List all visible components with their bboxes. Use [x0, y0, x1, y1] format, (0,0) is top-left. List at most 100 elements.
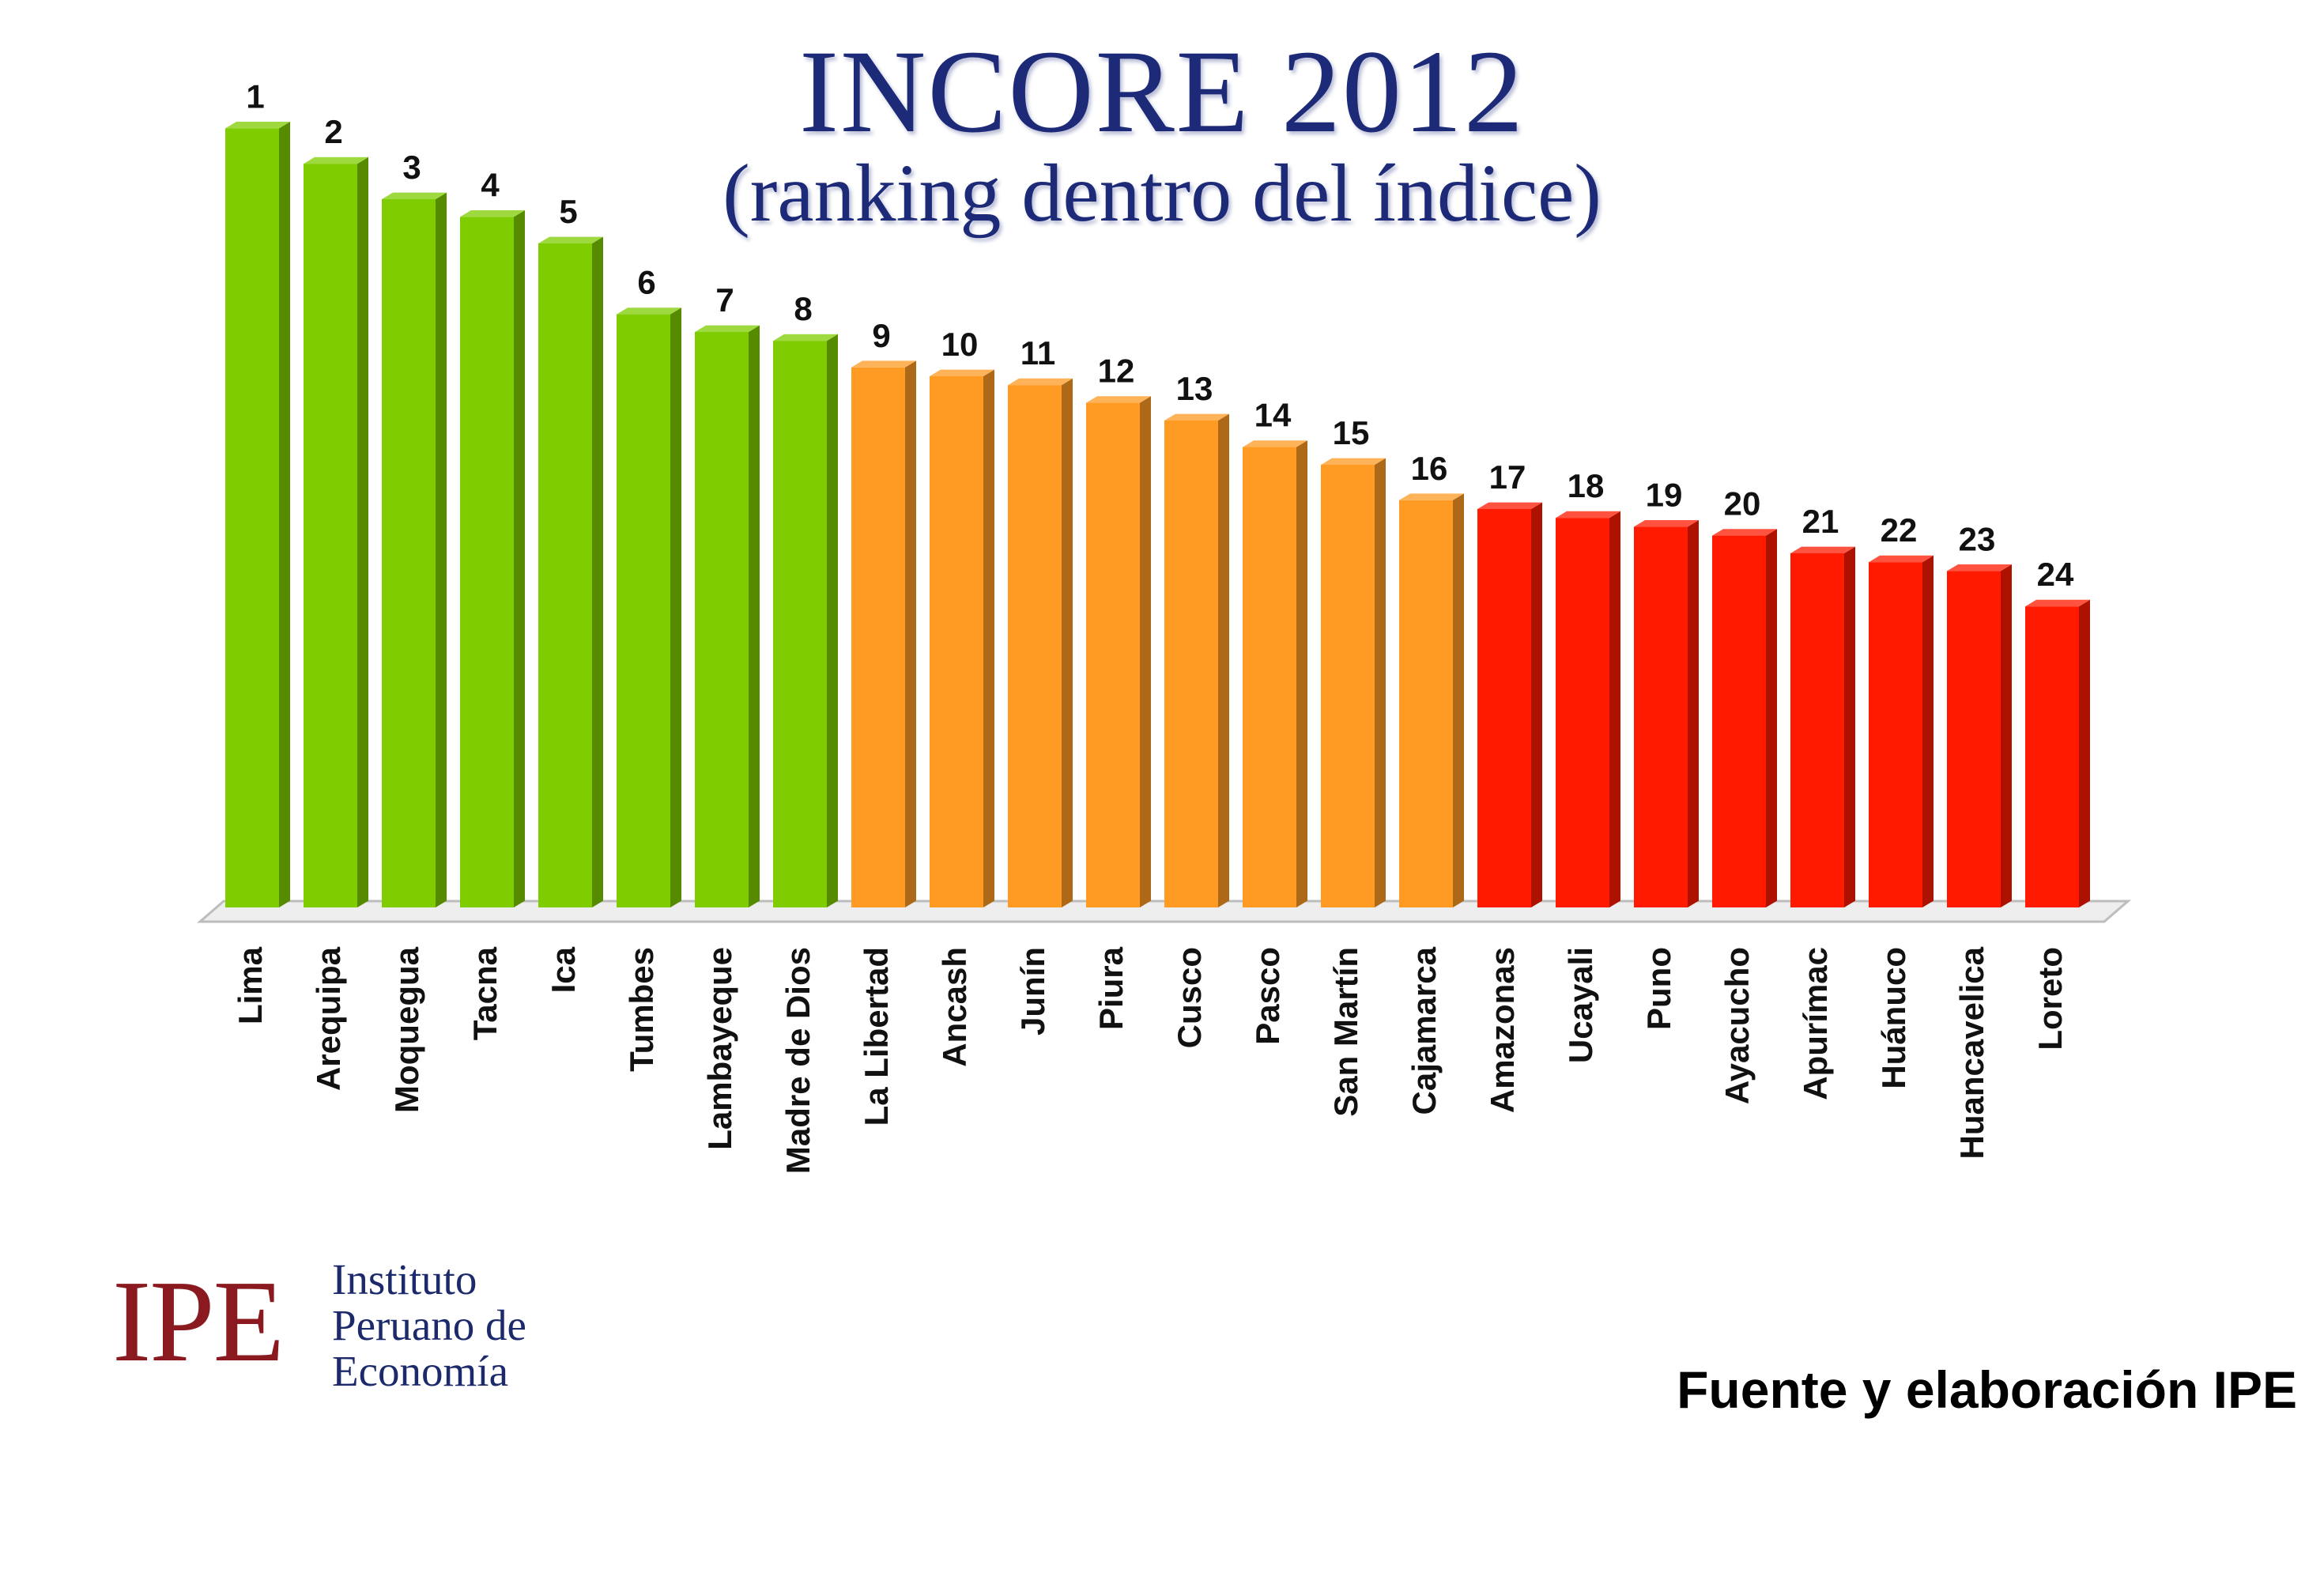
x-tick-label: Cusco	[1171, 947, 1208, 1048]
bar	[1477, 502, 1542, 907]
bar	[1399, 493, 1464, 907]
bar-top	[1634, 520, 1699, 527]
x-tick-label: Piura	[1092, 946, 1130, 1030]
bar-top	[304, 157, 368, 164]
bar-side	[1844, 546, 1855, 907]
x-tick-label: Puno	[1640, 947, 1677, 1030]
bar	[460, 210, 525, 907]
rank-label: 24	[2037, 556, 2074, 593]
bar-top	[1790, 546, 1855, 553]
bar-front	[304, 164, 357, 907]
bar-top	[460, 210, 525, 217]
bar	[382, 192, 447, 908]
bar-side	[1688, 520, 1699, 907]
bar-front	[1164, 421, 1218, 907]
rank-label: 12	[1098, 353, 1135, 390]
bar-front	[1790, 553, 1844, 907]
x-tick-label: Cajamarca	[1405, 946, 1443, 1115]
x-tick-label: San Martín	[1327, 947, 1364, 1117]
bar-side	[1140, 396, 1151, 907]
bar	[225, 122, 290, 907]
logo-name-line-1: Instituto	[332, 1255, 477, 1303]
bar-top	[1947, 564, 2012, 571]
x-tick-label: Pasco	[1249, 947, 1286, 1045]
rank-label: 11	[1021, 334, 1055, 372]
bar-top	[617, 307, 681, 315]
bar-top	[1086, 396, 1151, 403]
rank-label: 9	[872, 317, 890, 354]
bar-top	[2025, 599, 2090, 607]
bar-top	[930, 369, 994, 376]
bar-side	[357, 157, 368, 908]
bar-front	[460, 217, 514, 907]
bar-front	[1477, 509, 1531, 907]
bar-side	[1922, 555, 1934, 907]
rank-label: 3	[402, 149, 421, 186]
bar	[1869, 555, 1934, 907]
logo-name-line-3: Economía	[332, 1347, 508, 1395]
rank-label: 2	[324, 113, 342, 150]
x-tick-label: Lima	[232, 946, 269, 1024]
bar-front	[1634, 526, 1688, 907]
x-tick-label: Huánuco	[1875, 947, 1912, 1089]
bar	[1008, 378, 1073, 907]
bar-top	[225, 122, 290, 129]
bar	[1947, 564, 2012, 907]
bar-front	[695, 332, 749, 907]
rank-label: 5	[559, 193, 577, 230]
bar-front	[1321, 465, 1375, 907]
bar-front	[1712, 535, 1766, 907]
bar-side	[983, 369, 994, 908]
bar-front	[2025, 606, 2079, 907]
logo-name-line-2: Peruano de	[332, 1301, 526, 1349]
rank-label: 22	[1881, 511, 1918, 549]
chart-subtitle: (ranking dentro del índice)	[722, 148, 1602, 239]
rank-label: 20	[1724, 485, 1761, 522]
bar-top	[1556, 511, 1620, 519]
bar-side	[1375, 458, 1386, 907]
bar	[1243, 440, 1307, 907]
bar-top	[851, 360, 916, 368]
bar-side	[1609, 511, 1620, 907]
x-tick-label: Tumbes	[623, 947, 660, 1072]
rank-label: 21	[1802, 503, 1839, 540]
bar-side	[436, 192, 447, 908]
x-tick-label: Arequipa	[310, 946, 347, 1091]
bar-side	[670, 307, 681, 907]
ipe-logo-letters: IPE	[112, 1257, 285, 1386]
rank-label: 4	[481, 166, 500, 203]
rank-label: 1	[246, 77, 264, 115]
bar	[930, 369, 994, 908]
bar-front	[851, 367, 905, 907]
bar-side	[592, 236, 603, 908]
bar-front	[1556, 518, 1609, 907]
bar	[538, 236, 603, 908]
bar-front	[225, 128, 279, 907]
bar-top	[773, 334, 838, 341]
x-tick-label: Ica	[545, 946, 582, 993]
bar-side	[1218, 413, 1229, 907]
chart-title: INCORE 2012	[799, 26, 1525, 157]
x-axis-tick-labels: Lima Arequipa Moquegua Tacna Ica Tumbes Lambay…	[232, 946, 2069, 1174]
x-tick-label: Amazonas	[1484, 947, 1521, 1113]
bar	[1634, 520, 1699, 907]
bar-top	[1399, 493, 1464, 500]
rank-label: 7	[715, 281, 734, 319]
x-tick-label: Ancash	[936, 947, 973, 1067]
bar-top	[1869, 555, 1934, 563]
source-note: Fuente y elaboración IPE	[1677, 1360, 2297, 1419]
x-tick-label: Lambayeque	[701, 947, 738, 1150]
bar	[1321, 458, 1386, 907]
bar-top	[1243, 440, 1307, 447]
bar	[695, 325, 760, 908]
bar-front	[1399, 500, 1453, 907]
x-tick-label: Ucayali	[1562, 947, 1599, 1063]
bar	[1712, 529, 1777, 907]
bar-side	[514, 210, 525, 907]
rank-label: 18	[1568, 467, 1605, 504]
rank-label: 13	[1176, 370, 1213, 407]
bar-side	[905, 360, 916, 907]
bar-side	[2001, 564, 2012, 907]
